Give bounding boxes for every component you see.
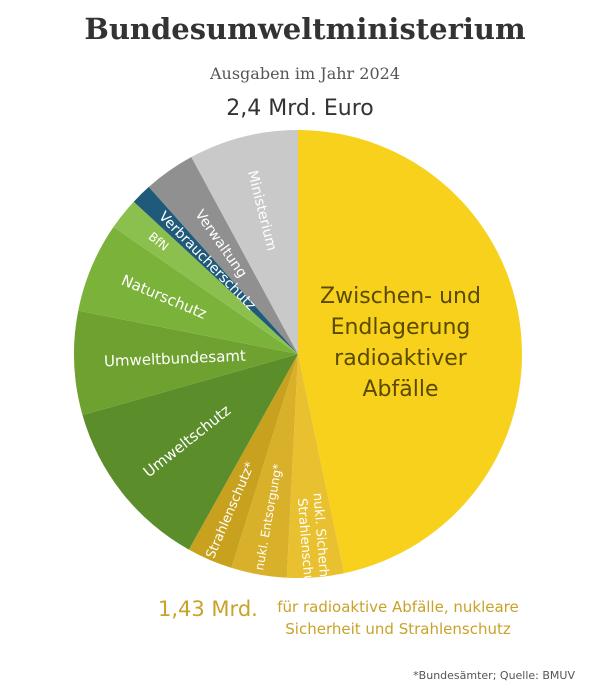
slice-label-nukl-sicherheit-strahlenschutz: nukl. Sicherheit/Strahlenschutz (294, 492, 333, 599)
slice-label-line: Endlagerung (331, 315, 471, 340)
slice-label-line: radioaktiver (334, 346, 468, 371)
pie-slice-verbraucherschutz (133, 186, 298, 354)
summary-text-line-1: für radioaktive Abfälle, nukleare (277, 598, 518, 616)
summary-value: 1,43 Mrd. (158, 597, 258, 621)
pie-slice-nukl-entsorgung (231, 354, 298, 578)
pie-slice-nukl-sicherheit-strahlenschutz (286, 354, 345, 579)
chart-title: Bundesumweltministerium (84, 12, 526, 46)
pie-slice-ministerium (191, 130, 298, 354)
slice-label-umweltbundesamt: Umweltbundesamt (104, 347, 247, 371)
slice-label-line: Umweltbundesamt (104, 347, 247, 371)
slice-label-line: Abfälle (362, 377, 438, 402)
pie-slice-umweltbundesamt (74, 310, 298, 416)
summary-text-line-2: Sicherheit und Strahlenschutz (285, 620, 511, 638)
pie-slice-zwischen-und-endlagerung-radioaktiver-abfaelle (298, 130, 522, 574)
slice-label-zwischen-und-endlagerung-radioaktiver-abfaelle: Zwischen- und Endlagerung radioaktiver Abfä… (320, 284, 481, 402)
pie-slice-naturschutz (78, 226, 299, 354)
pie-slice-strahlenschutz (188, 354, 298, 568)
pie-slice-umweltschutz (82, 354, 298, 550)
pie-slice-verwaltung (148, 157, 298, 354)
footnote: *Bundesämter; Quelle: BMUV (413, 669, 575, 682)
pie-slice-bfn (113, 201, 298, 354)
pie-slices (74, 130, 522, 579)
chart-subtitle: Ausgaben im Jahr 2024 (209, 64, 400, 83)
total-label: 2,4 Mrd. Euro (226, 96, 373, 121)
slice-label-line: Zwischen- und (320, 284, 481, 309)
